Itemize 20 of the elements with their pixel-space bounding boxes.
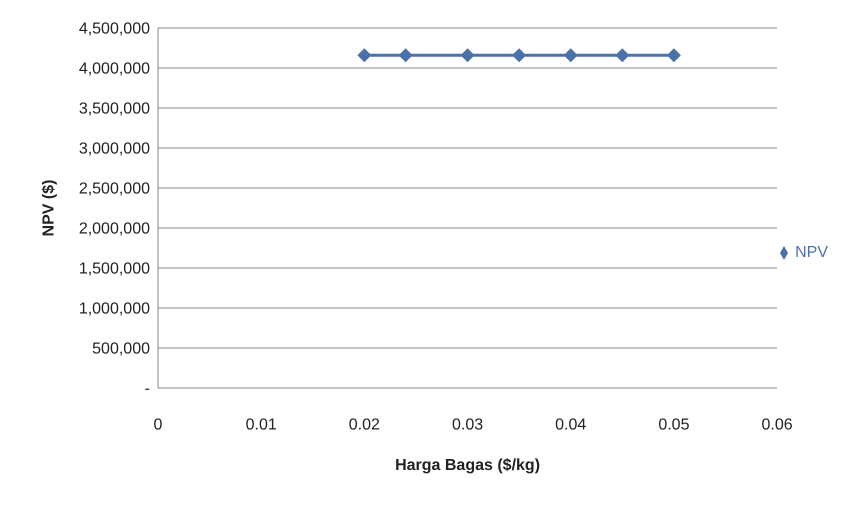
x-axis-title: Harga Bagas ($/kg) — [395, 457, 540, 474]
x-tick-label: 0.05 — [658, 416, 690, 434]
y-tick-label: - — [144, 380, 150, 398]
y-tick-label: 3,000,000 — [78, 140, 150, 158]
y-tick-label: 2,000,000 — [78, 220, 150, 238]
x-tick-label: 0.06 — [762, 416, 793, 434]
y-tick-label: 4,000,000 — [78, 60, 150, 78]
y-axis-title: NPV ($) — [40, 180, 58, 236]
x-tick-label: 0.03 — [452, 416, 484, 434]
legend-label: NPV — [795, 244, 828, 261]
x-tick-label: 0.02 — [348, 416, 380, 434]
y-tick-label: 500,000 — [92, 340, 150, 358]
y-tick-label: 4,500,000 — [78, 20, 150, 38]
x-tick-label: 0.04 — [555, 416, 586, 434]
y-tick-label: 1,500,000 — [78, 260, 150, 278]
y-tick-label: 3,500,000 — [78, 100, 150, 118]
y-tick-label: 1,000,000 — [78, 300, 150, 318]
x-tick-label: 0 — [154, 416, 163, 434]
x-tick-label: 0.01 — [246, 416, 277, 434]
y-tick-label: 2,500,000 — [78, 180, 150, 198]
